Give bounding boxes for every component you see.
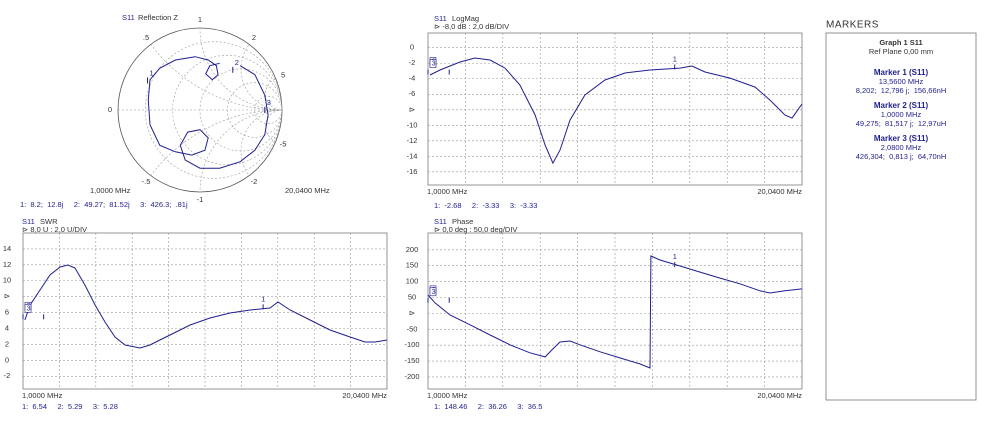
marker-box: [429, 59, 437, 68]
resistance-circle: [145, 41, 282, 179]
subtitle: LogMag: [452, 14, 479, 23]
y-tick-label: 50: [408, 292, 416, 301]
marker-label: 1: [261, 294, 265, 303]
marker-name: Marker 3 (S11): [874, 134, 929, 143]
marker-label: 1: [150, 68, 154, 77]
trace: [427, 255, 803, 369]
readout: 1: -2.68 2: -3.33 3: -3.33: [434, 201, 537, 210]
y-tick-label: -6: [409, 89, 416, 98]
reactance-label: 2: [252, 33, 256, 42]
marker-label: 3: [432, 59, 436, 68]
markers-panel: [825, 32, 977, 401]
y-tick-label: -150: [404, 356, 419, 365]
smith-trace: [147, 56, 269, 169]
resistance-circle: [254, 96, 282, 124]
marker-value: 426,304; 0,813 j; 64,70nH: [856, 152, 947, 161]
marker-freq: 13,5600 MHz: [879, 77, 924, 86]
marker-box: [429, 287, 437, 297]
y-tick-label: -200: [404, 372, 419, 381]
reactance-label: .5: [143, 33, 149, 42]
freq-label: 20,0400 MHz: [285, 186, 330, 195]
trace: [429, 57, 803, 165]
y-tick-label: ⊳: [4, 292, 10, 301]
marker-box: [24, 304, 32, 313]
y-tick-label: ⊳: [409, 308, 415, 317]
reactance-label: -1: [197, 195, 204, 204]
y-tick-label: 150: [406, 261, 419, 270]
graph-label: Graph 1 S11: [879, 38, 922, 47]
freq-label: 1,0000 MHz: [427, 391, 468, 400]
reactance-label: -2: [251, 177, 258, 186]
marker-freq: 1,0000 MHz: [881, 110, 922, 119]
marker-name: Marker 1 (S11): [874, 68, 929, 77]
y-tick-label: -2: [409, 58, 416, 67]
reactance-label: -5: [280, 140, 287, 149]
y-tick-label: -100: [404, 340, 419, 349]
y-tick-label: 14: [3, 244, 11, 253]
readout: 1: 148.46 2: 36.26 3: 36.5: [434, 402, 542, 411]
marker-value: 49,275; 81,517 j; 12,97uH: [856, 119, 947, 128]
y-tick-label: -16: [407, 167, 418, 176]
y-tick-label: 12: [3, 260, 11, 269]
freq-label: 1,0000 MHz: [427, 187, 468, 196]
y-tick-label: -10: [407, 120, 418, 129]
y-tick-label: -4: [409, 74, 416, 83]
marker-label: 3: [432, 287, 436, 296]
y-tick-label: 0: [5, 355, 9, 364]
freq-label: 20,0400 MHz: [757, 187, 802, 196]
trace: [24, 264, 388, 349]
scale: ⊳ -8,0 dB : 2,0 dB/DIV: [434, 22, 509, 31]
freq-label: 1,0000 MHz: [22, 391, 63, 400]
freq-label: 20,0400 MHz: [342, 391, 387, 400]
marker-freq: 2,0800 MHz: [881, 143, 922, 152]
ref-plane: Ref Plane 0,00 mm: [869, 47, 933, 56]
title: S11: [434, 217, 447, 226]
subtitle: Phase: [452, 217, 473, 226]
y-tick-label: -50: [407, 324, 418, 333]
marker-label: 1: [673, 55, 677, 64]
y-tick-label: ⊳: [409, 105, 415, 114]
title: S11: [122, 13, 135, 22]
scale: ⊳ 8,0 U : 2,0 U/DIV: [22, 225, 87, 234]
marker-label: 3: [27, 303, 31, 312]
reactance-label: 0: [108, 105, 112, 114]
y-tick-label: 200: [406, 245, 419, 254]
marker-value: 8,202; 12,796 j; 156,66nH: [856, 86, 947, 95]
reactance-label: 1: [198, 15, 202, 24]
freq-label: 20,0400 MHz: [757, 391, 802, 400]
subtitle: SWR: [40, 217, 58, 226]
y-tick-label: -14: [407, 151, 418, 160]
y-tick-label: 2: [5, 339, 9, 348]
title: S11: [22, 217, 35, 226]
marker-label: 3: [267, 98, 271, 107]
markers-title: MARKERS: [826, 20, 879, 31]
y-tick-label: 4: [5, 323, 9, 332]
marker-label: 2: [235, 58, 239, 67]
y-tick-label: -12: [407, 136, 418, 145]
y-tick-label: 0: [410, 43, 414, 52]
y-tick-label: -2: [4, 371, 11, 380]
freq-label: 1,0000 MHz: [90, 186, 131, 195]
reactance-label: 5: [281, 70, 285, 79]
marker-label: 1: [673, 252, 677, 261]
y-tick-label: 6: [5, 308, 9, 317]
marker-name: Marker 2 (S11): [874, 101, 929, 110]
reactance-arc: [240, 109, 282, 192]
subtitle: Reflection Z: [138, 13, 178, 22]
readout: 1: 8.2; 12.8j 2: 49.27; 81.52j 3: 426.3;…: [20, 200, 188, 209]
reactance-label: -.5: [142, 177, 151, 186]
resistance-circle: [227, 82, 282, 138]
y-tick-label: 100: [406, 277, 419, 286]
smith-grid: [118, 28, 282, 192]
y-tick-label: 10: [3, 276, 11, 285]
scale: ⊳ 0,0 deg : 50,0 deg/DIV: [434, 225, 517, 234]
readout: 1: 6.54 2: 5.29 3: 5.28: [22, 402, 118, 411]
title: S11: [434, 14, 447, 23]
reactance-arc: [240, 28, 282, 111]
